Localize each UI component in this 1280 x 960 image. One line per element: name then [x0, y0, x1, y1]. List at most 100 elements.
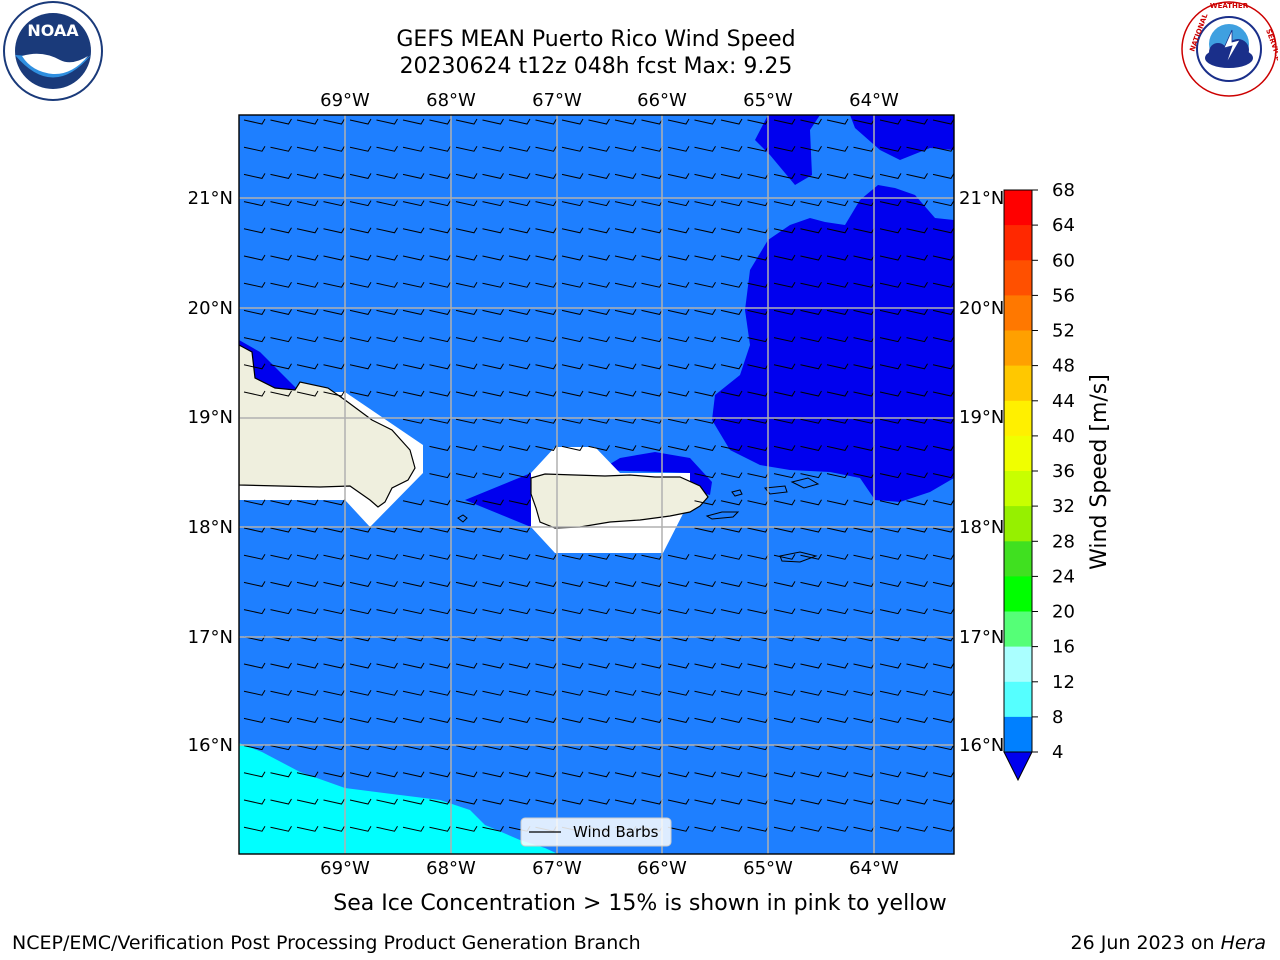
wind-barb [323, 744, 345, 751]
wind-barb [561, 227, 584, 234]
wind-barb [323, 200, 345, 207]
wind-barb [614, 145, 637, 152]
wind-barb [588, 281, 610, 288]
footer-date: 26 Jun 2023 on Hera [1071, 932, 1266, 954]
wind-barb [800, 173, 822, 179]
wind-barb [879, 581, 902, 587]
wind-barb [694, 472, 716, 479]
wind-barb [667, 608, 690, 615]
wind-barb [561, 744, 584, 751]
wind-barb [429, 825, 451, 832]
wind-barb [376, 336, 398, 343]
wind-barb [667, 798, 690, 805]
wind-barb [402, 227, 425, 234]
wind-barb [773, 336, 796, 343]
wind-barb [508, 363, 531, 370]
wind-barb [800, 118, 822, 125]
wind-barb [906, 200, 928, 207]
wind-barb [482, 445, 504, 451]
wind-barb [376, 662, 398, 669]
wind-barb [482, 553, 504, 560]
wind-barb [879, 744, 902, 751]
wind-barb [402, 744, 425, 751]
wind-barb [879, 499, 902, 506]
wind-barb [402, 145, 425, 152]
wind-barb [588, 662, 610, 669]
wind-barb [561, 309, 584, 315]
wind-barb [296, 689, 319, 696]
lat-label-right: 18°N [959, 517, 1004, 538]
wind-barb [270, 662, 292, 669]
lat-label-right: 20°N [959, 298, 1004, 319]
wind-barb [720, 581, 743, 587]
wind-barb [906, 744, 928, 751]
colorbar-tick-label: 48 [1052, 356, 1075, 377]
wind-barb [508, 771, 531, 778]
wind-barb [429, 689, 451, 696]
colorbar-tick-label: 40 [1052, 426, 1075, 447]
wind-barb [773, 744, 796, 751]
wind-barb [694, 662, 716, 669]
wind-barb [614, 227, 637, 234]
wind-barb [826, 499, 849, 506]
noaa-logo: NOAA [3, 1, 103, 101]
wind-barb [323, 173, 345, 179]
wind-barb [561, 771, 584, 778]
wind-barb [455, 200, 478, 207]
wind-barb [720, 227, 743, 234]
wind-barb [402, 254, 425, 261]
wind-barb [402, 825, 425, 832]
wind-barb [826, 254, 849, 261]
wind-barb [482, 771, 504, 778]
wind-barb [826, 417, 849, 424]
wind-barb [323, 499, 345, 506]
wind-barb [296, 553, 319, 560]
wind-barb [932, 336, 954, 343]
wind-barb [376, 744, 398, 751]
wind-barb [455, 499, 478, 506]
colorbar-tick-label: 8 [1052, 707, 1063, 728]
colorbar-segment [1004, 646, 1032, 683]
wind-barb [482, 390, 504, 397]
wind-barb [376, 309, 398, 315]
wind-barb [429, 363, 451, 370]
wind-barb [879, 825, 902, 832]
wind-barb [614, 581, 637, 587]
wind-barb [667, 445, 690, 451]
wind-barb [667, 118, 690, 125]
wind-barb [508, 717, 531, 723]
wind-barb [588, 336, 610, 343]
lat-label-right: 21°N [959, 188, 1004, 209]
wind-barb [879, 200, 902, 207]
wind-barb [667, 662, 690, 669]
wind-barb [270, 309, 292, 315]
wind-barb [482, 336, 504, 343]
wind-barb [535, 254, 557, 261]
lat-label-right: 17°N [959, 627, 1004, 648]
lat-label-left: 21°N [188, 188, 233, 209]
colorbar-tick-label: 24 [1052, 566, 1075, 587]
wind-barb [402, 200, 425, 207]
map-field [239, 115, 954, 854]
wind-barb [694, 526, 716, 533]
wind-barb [932, 363, 954, 370]
wind-barb [694, 445, 716, 451]
wind-barb [800, 309, 822, 315]
wind-barb [720, 526, 743, 533]
wind-barb [296, 390, 319, 397]
colorbar-tick-label: 36 [1052, 461, 1075, 482]
wind-barb [906, 390, 928, 397]
wind-barb [296, 281, 319, 288]
wind-barb [826, 309, 849, 315]
wind-barb [614, 771, 637, 778]
wind-barb [508, 390, 531, 397]
wind-barb [932, 417, 954, 424]
wind-barb [535, 662, 557, 669]
wind-barb [800, 717, 822, 723]
wind-barb [800, 499, 822, 506]
wind-barb [508, 744, 531, 751]
wind-barb [826, 771, 849, 778]
wind-barb [376, 717, 398, 723]
wind-barb [270, 499, 292, 506]
wind-barb [323, 662, 345, 669]
